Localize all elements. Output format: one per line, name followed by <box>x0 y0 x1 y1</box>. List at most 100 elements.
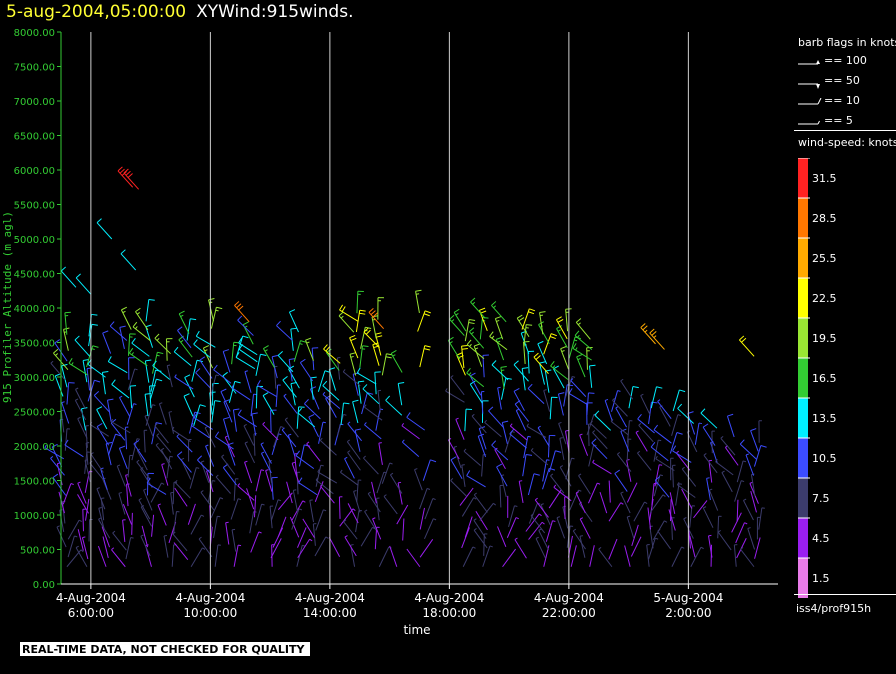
x-axis-label: time <box>403 623 430 637</box>
barb-legend-title: barb flags in knots <box>798 36 896 49</box>
wind-barb <box>364 509 377 531</box>
wind-barb <box>127 368 138 391</box>
wind-barb <box>297 538 313 559</box>
wind-barb <box>489 331 508 351</box>
x-tick-date: 4-Aug-2004 <box>414 591 484 605</box>
wind-barb <box>558 421 567 445</box>
wind-barb <box>568 388 589 406</box>
wind-barb <box>350 544 356 567</box>
wind-barb <box>315 509 327 531</box>
wind-barb <box>244 460 253 484</box>
wind-barb <box>250 393 257 417</box>
wind-barb <box>166 455 173 479</box>
wind-barb <box>590 420 607 439</box>
wind-barb <box>509 423 528 441</box>
wind-barb <box>548 450 562 473</box>
wind-barb <box>721 470 733 493</box>
wind-barb <box>64 428 70 451</box>
wind-barb <box>127 454 133 478</box>
wind-barb <box>559 437 565 460</box>
data-source-label: iss4/prof915h <box>796 602 872 615</box>
wind-barb <box>270 538 282 559</box>
wind-barb <box>717 529 732 551</box>
wind-barb <box>177 326 192 349</box>
wind-barb <box>481 454 487 477</box>
wind-barb <box>256 379 277 397</box>
wind-barb <box>628 386 639 409</box>
wind-barb <box>96 218 113 240</box>
wind-barb <box>289 516 300 538</box>
wind-barb <box>527 350 535 374</box>
wind-barb <box>501 420 509 445</box>
colorbar-label: 22.5 <box>812 292 837 305</box>
wind-barb <box>758 420 762 443</box>
wind-barb <box>648 401 658 425</box>
wind-barb <box>82 508 86 532</box>
wind-barb <box>450 478 467 497</box>
wind-barb <box>126 403 137 425</box>
wind-barb <box>127 333 136 356</box>
wind-barb <box>284 417 299 438</box>
wind-barb <box>298 444 311 467</box>
wind-barb <box>96 422 110 446</box>
barb-10-icon <box>798 98 822 105</box>
wind-barb <box>146 477 167 495</box>
wind-barb <box>726 413 735 438</box>
wind-barb <box>736 499 739 522</box>
wind-barb <box>655 455 675 471</box>
wind-barb <box>515 408 527 431</box>
wind-barb <box>473 492 488 513</box>
wind-barb <box>637 450 652 471</box>
wind-barb <box>624 545 631 567</box>
wind-barb <box>543 333 557 355</box>
wind-barb <box>575 318 591 340</box>
wind-barb <box>228 380 241 403</box>
wind-barb <box>565 457 575 480</box>
colorbar-label: 16.5 <box>812 372 837 385</box>
wind-barb <box>173 542 189 561</box>
wind-barb <box>319 437 337 456</box>
colorbar-segment <box>798 278 808 318</box>
wind-barb <box>417 310 431 332</box>
wind-barb <box>550 360 569 380</box>
colorbar-label: 7.5 <box>812 492 830 505</box>
wind-barb <box>668 509 676 531</box>
wind-barb <box>68 357 88 376</box>
wind-barb <box>112 530 127 551</box>
wind-barb <box>514 537 527 559</box>
wind-barb <box>635 430 648 452</box>
wind-barb <box>533 352 549 374</box>
wind-barb <box>491 440 509 461</box>
wind-barb <box>173 510 180 534</box>
wind-barb <box>592 430 608 450</box>
barb-legend-10-label: == 10 <box>824 94 860 107</box>
wind-barb <box>359 345 369 368</box>
wind-barb <box>131 338 150 357</box>
wind-barb <box>50 360 66 381</box>
wind-barb <box>461 344 468 369</box>
wind-barb <box>497 386 502 410</box>
wind-barb <box>422 459 437 481</box>
wind-barb <box>231 384 251 401</box>
wind-barb <box>620 378 634 400</box>
plot-time: 5-aug-2004,05:00:00 <box>6 2 187 22</box>
barb-50-icon <box>798 83 820 89</box>
wind-barb <box>604 398 613 422</box>
wind-barb <box>325 395 337 418</box>
wind-barb <box>556 325 568 348</box>
wind-barb <box>654 476 670 498</box>
wind-barb <box>64 311 71 335</box>
wind-barb <box>172 531 188 552</box>
wind-barb <box>128 357 135 380</box>
wind-barb <box>213 364 232 384</box>
wind-barb <box>178 310 190 334</box>
wind-barb <box>616 451 632 472</box>
wind-barb <box>497 526 507 547</box>
wind-barb <box>626 482 638 503</box>
wind-barb <box>482 545 493 567</box>
y-tick-label: 5000.00 <box>14 235 55 246</box>
barb-5-icon <box>798 120 820 125</box>
wind-barb <box>77 481 87 504</box>
wind-barb <box>260 442 272 464</box>
wind-barb <box>195 330 216 348</box>
